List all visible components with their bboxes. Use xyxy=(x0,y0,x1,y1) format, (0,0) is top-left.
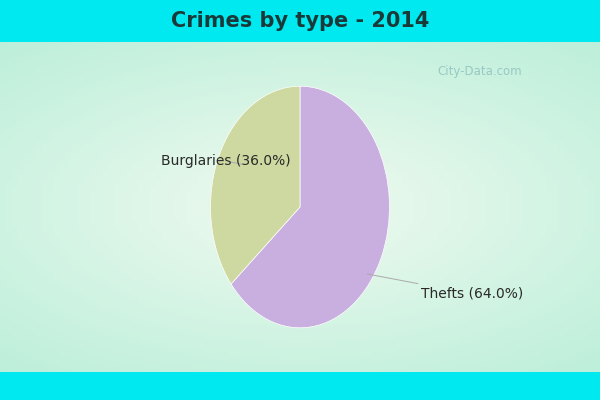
Text: City-Data.com: City-Data.com xyxy=(437,66,523,78)
Wedge shape xyxy=(231,86,389,328)
Text: Burglaries (36.0%): Burglaries (36.0%) xyxy=(161,154,291,168)
Text: Crimes by type - 2014: Crimes by type - 2014 xyxy=(171,11,429,31)
Text: Thefts (64.0%): Thefts (64.0%) xyxy=(367,274,523,301)
Wedge shape xyxy=(211,86,300,284)
